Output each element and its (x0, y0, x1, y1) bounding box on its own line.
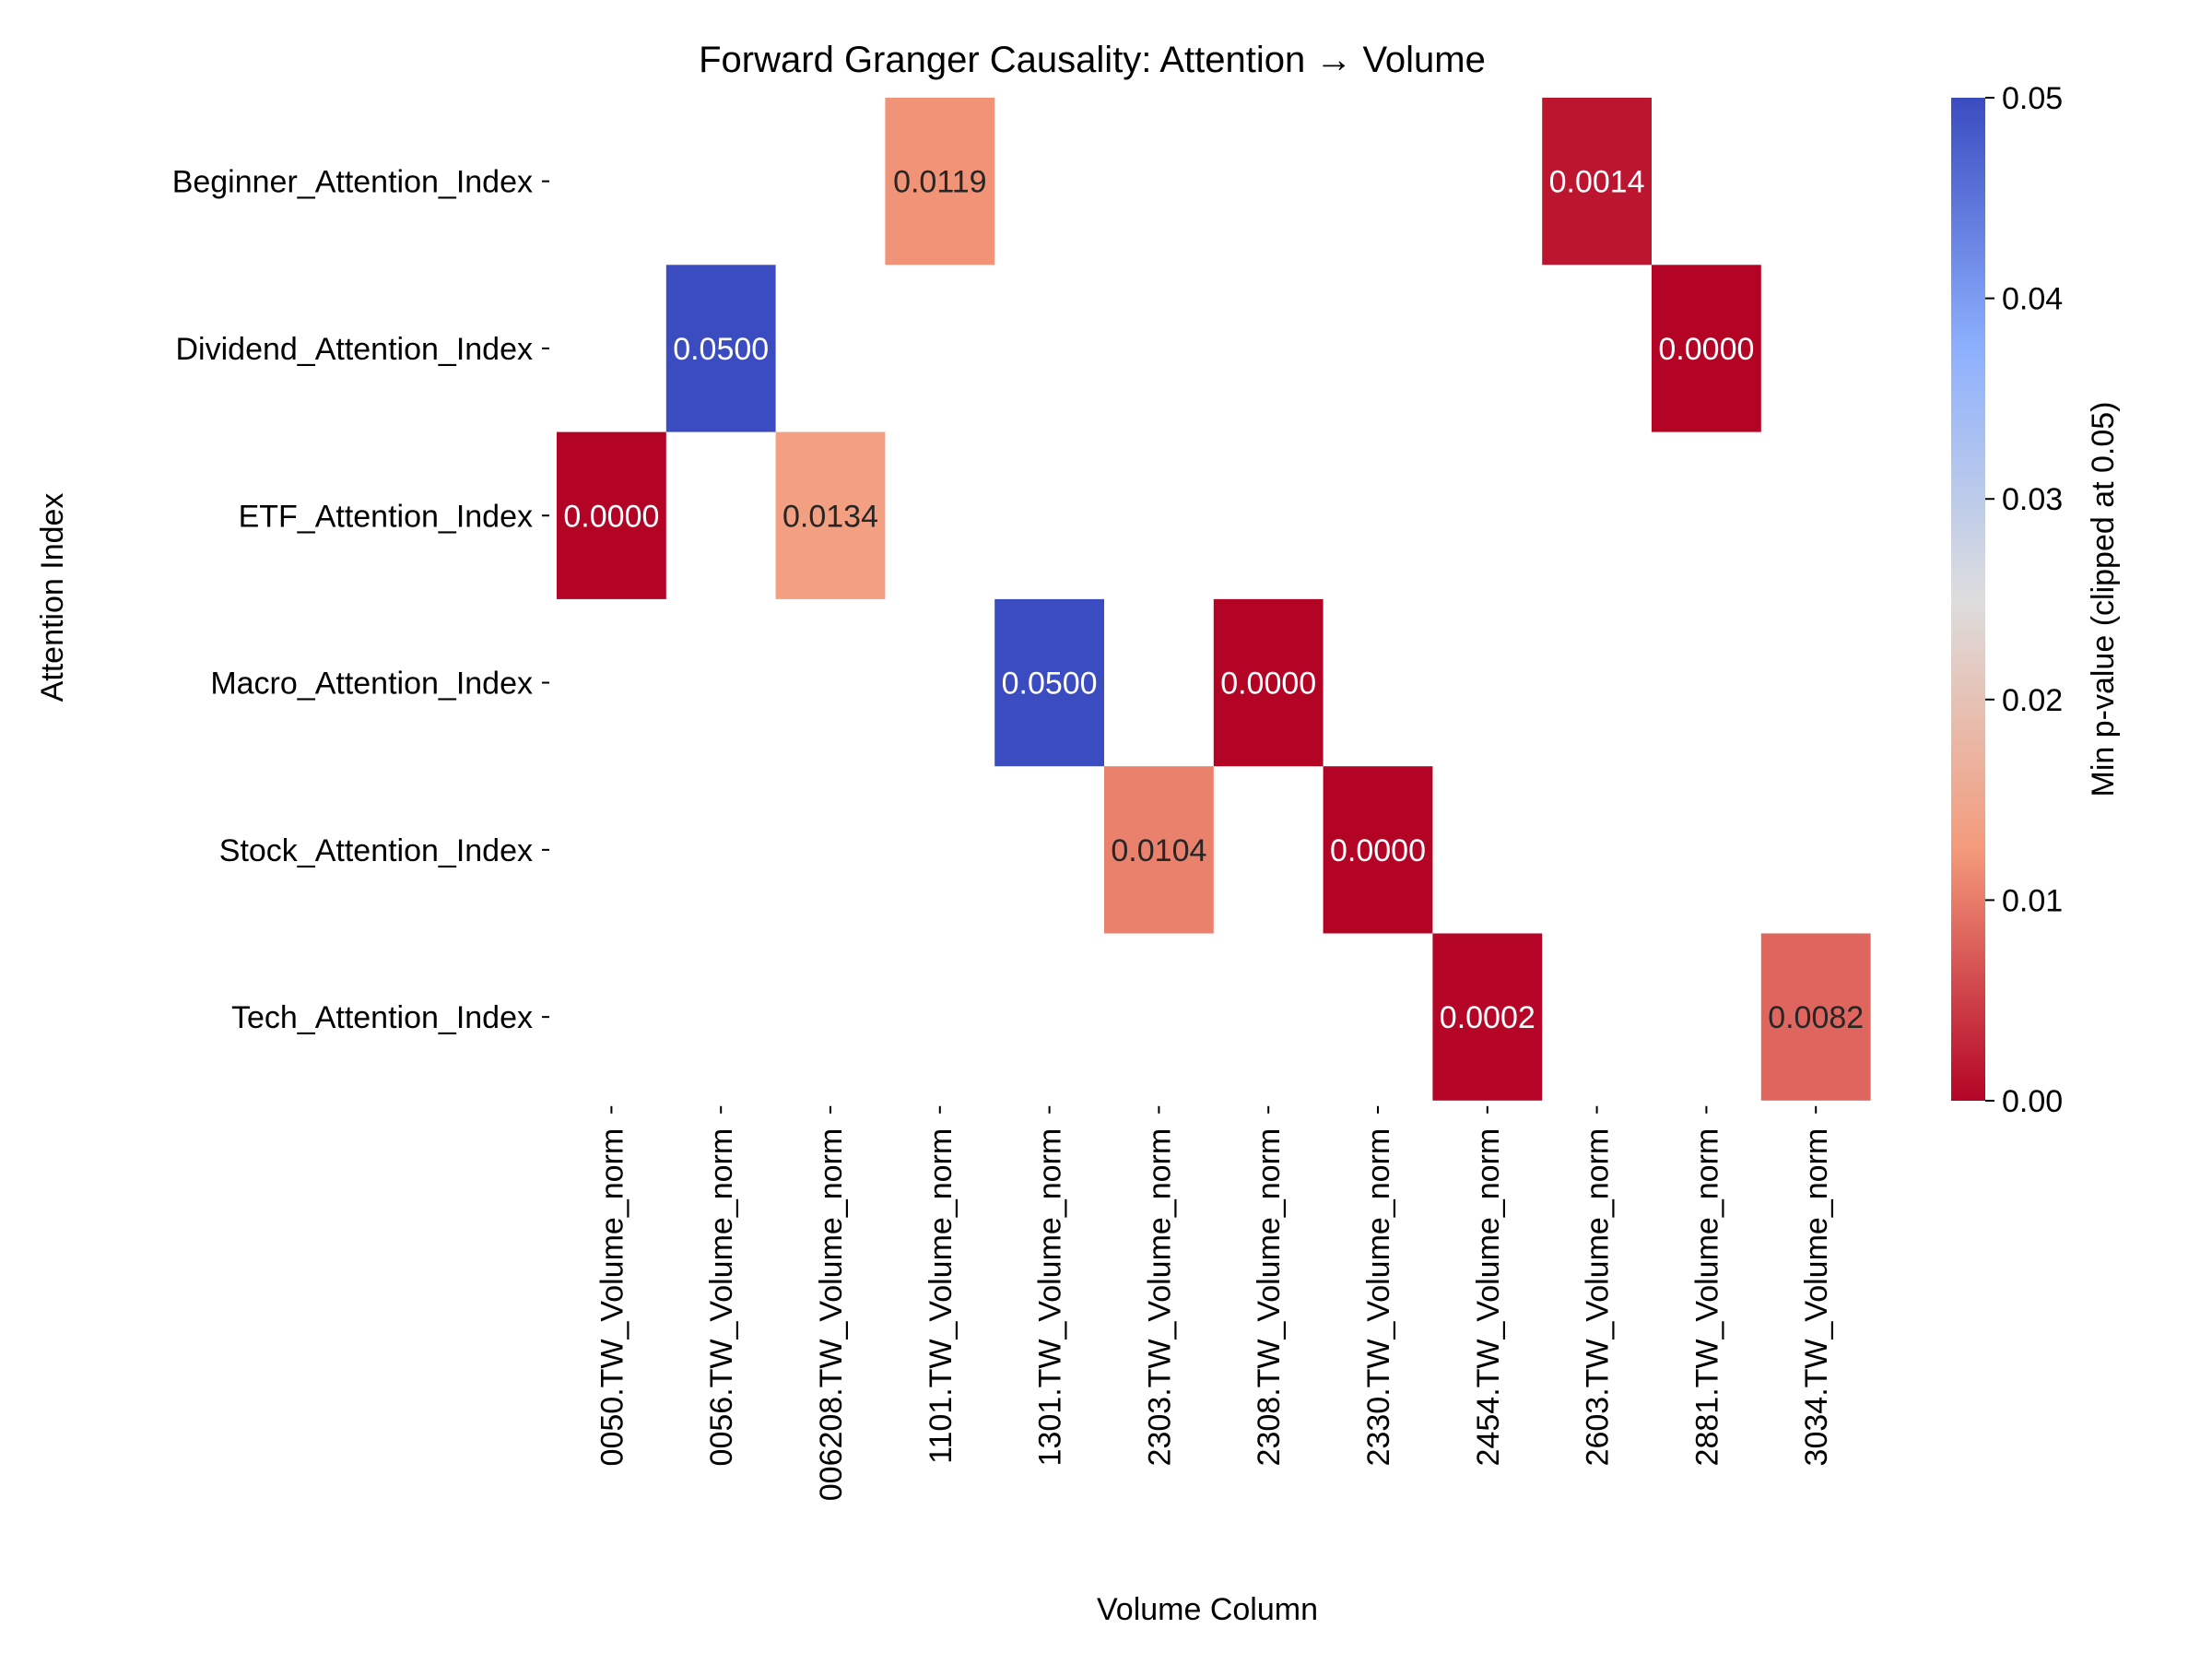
heatmap-cell (885, 98, 995, 266)
heatmap-cell (1432, 933, 1543, 1101)
x-tick-label: 2881.TW_Volume_norm (1689, 1128, 1724, 1467)
colorbar-tick-label: 0.04 (2002, 282, 2063, 317)
cell-value-label: 0.0104 (1111, 833, 1206, 868)
cell-value-label: 0.0134 (782, 499, 878, 534)
cell-value-label: 0.0000 (1658, 332, 1754, 367)
x-tick-label: 2603.TW_Volume_norm (1581, 1128, 1616, 1467)
colorbar-tick-label: 0.02 (2002, 683, 2063, 718)
y-tick-label: Macro_Attention_Index (210, 667, 533, 702)
x-tick-label: 3034.TW_Volume_norm (1799, 1128, 1834, 1467)
cell-value-label: 0.0000 (563, 499, 659, 534)
chart-title: Forward Granger Causality: Attention → V… (699, 40, 1486, 80)
colorbar-ticks: 0.00 0.01 0.02 0.03 0.04 0.05 (1985, 81, 2063, 1119)
colorbar-tick-label: 0.03 (2002, 482, 2063, 517)
heatmap-cell (994, 598, 1104, 767)
colorbar-tick-label: 0.00 (2002, 1084, 2063, 1119)
cell-value-label: 0.0500 (673, 332, 769, 367)
x-tick-label: 2454.TW_Volume_norm (1471, 1128, 1506, 1467)
x-tick-labels: 0050.TW_Volume_norm 0056.TW_Volume_norm 00… (594, 1105, 1834, 1501)
x-axis-label: Volume Column (1097, 1592, 1318, 1627)
y-tick-label: Tech_Attention_Index (231, 1000, 533, 1035)
heatmap-cell (1213, 598, 1324, 767)
heatmap-cells: 0.0119 0.0014 0.0500 0.0000 0.0000 0.0134 0.05… (557, 98, 1871, 1101)
heatmap-cell (1652, 265, 1761, 432)
cell-value-label: 0.0000 (1330, 833, 1426, 868)
x-tick-label: 2308.TW_Volume_norm (1252, 1128, 1287, 1467)
cell-value-label: 0.0000 (1220, 667, 1316, 702)
y-axis-label: Attention Index (35, 493, 70, 702)
colorbar-tick-label: 0.05 (2002, 81, 2063, 116)
heatmap-cell (665, 265, 776, 432)
cell-value-label: 0.0002 (1440, 1000, 1535, 1035)
y-tick-label: Beginner_Attention_Index (172, 165, 533, 200)
cell-value-label: 0.0082 (1768, 1000, 1864, 1035)
heatmap-cell (557, 431, 666, 599)
y-tick-label: Dividend_Attention_Index (176, 332, 534, 367)
colorbar: 0.00 0.01 0.02 0.03 0.04 0.05 Min p-value (cl… (1951, 81, 2121, 1119)
x-tick-label: 2330.TW_Volume_norm (1361, 1128, 1396, 1467)
x-tick-label: 1101.TW_Volume_norm (924, 1128, 959, 1464)
cell-value-label: 0.0500 (1002, 667, 1098, 702)
heatmap-cell (1104, 766, 1214, 934)
x-tick-label: 1301.TW_Volume_norm (1033, 1128, 1068, 1467)
colorbar-label: Min p-value (clipped at 0.05) (2086, 401, 2121, 797)
x-tick-label: 006208.TW_Volume_norm (814, 1128, 849, 1501)
x-tick-label: 2303.TW_Volume_norm (1142, 1128, 1177, 1467)
cell-value-label: 0.0014 (1549, 165, 1645, 200)
heatmap-cell (775, 431, 886, 599)
y-tick-labels: Beginner_Attention_Index Dividend_Attenti… (172, 165, 549, 1035)
x-tick-label: 0056.TW_Volume_norm (704, 1128, 739, 1467)
y-tick-label: Stock_Attention_Index (219, 833, 533, 868)
heatmap-cell (1542, 98, 1652, 266)
colorbar-tick-label: 0.01 (2002, 883, 2063, 918)
heatmap-cell (1323, 766, 1433, 934)
heatmap-cell (1760, 933, 1871, 1101)
x-tick-label: 0050.TW_Volume_norm (594, 1128, 629, 1467)
cell-value-label: 0.0119 (893, 165, 986, 200)
colorbar-gradient (1951, 98, 1985, 1101)
y-tick-label: ETF_Attention_Index (239, 499, 533, 534)
